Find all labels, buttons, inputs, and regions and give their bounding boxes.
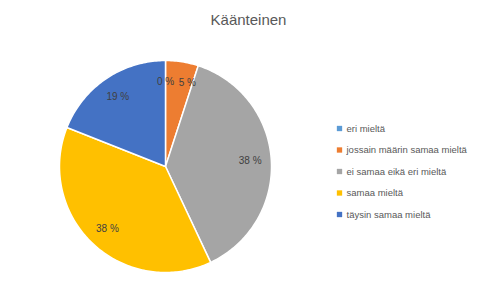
svg-text:0 %: 0 %: [157, 76, 174, 87]
svg-text:samaa mieltä: samaa mieltä: [347, 187, 404, 198]
svg-text:täysin samaa mieltä: täysin samaa mieltä: [347, 209, 432, 220]
svg-text:jossain määrin samaa mieltä: jossain määrin samaa mieltä: [346, 144, 468, 155]
svg-text:eri mieltä: eri mieltä: [347, 123, 386, 134]
svg-text:5 %: 5 %: [179, 77, 196, 88]
svg-text:38 %: 38 %: [239, 155, 262, 166]
svg-text:ei samaa eikä eri mieltä: ei samaa eikä eri mieltä: [347, 166, 448, 177]
svg-text:38 %: 38 %: [96, 223, 119, 234]
svg-text:19 %: 19 %: [106, 91, 129, 102]
svg-text:Käänteinen: Käänteinen: [211, 11, 287, 28]
